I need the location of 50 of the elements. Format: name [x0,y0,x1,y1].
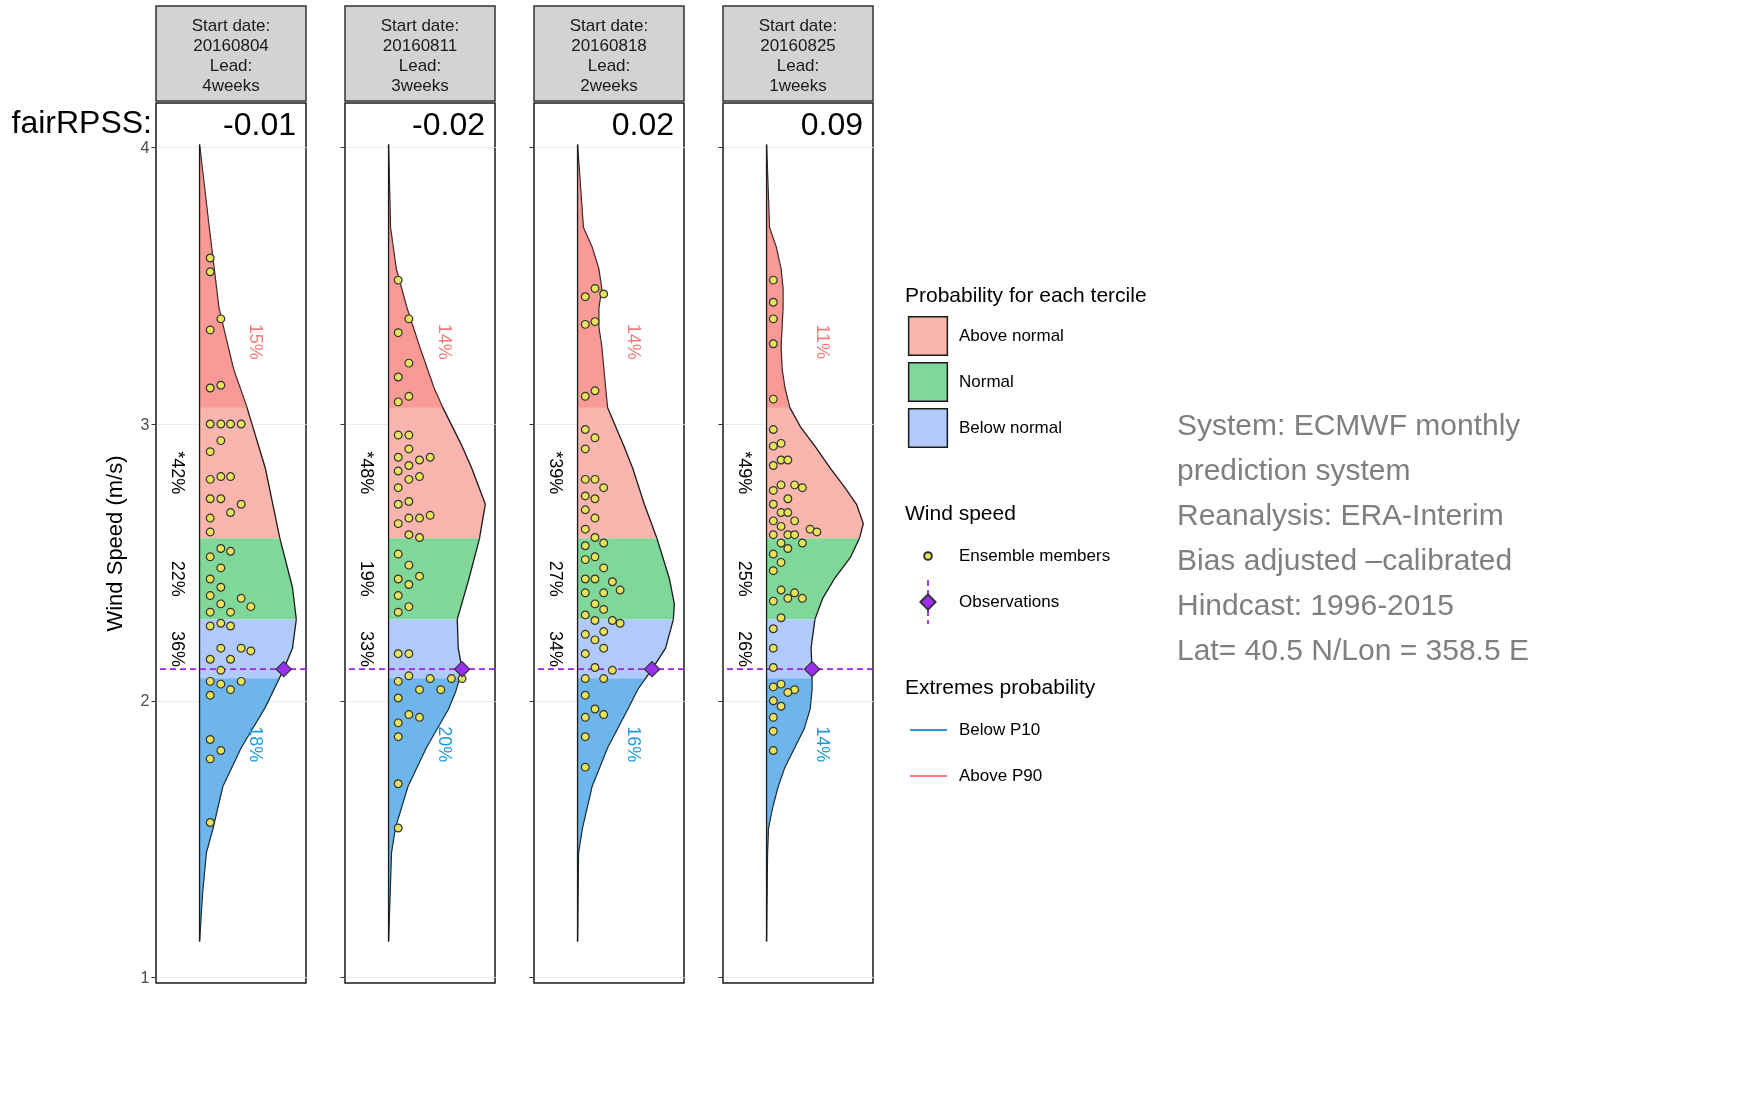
chart-title: Start date: 20160804 Lead: 4weeks [191,15,271,95]
text: 34% [546,630,566,667]
text: 33% [357,630,377,667]
chart-title: Start date: 20160818 Lead: 2weeks [569,15,649,95]
chart-subtitle: 0.09 [800,106,863,142]
legend-label: Above normal [959,326,1064,345]
annotation: 14% [624,323,644,360]
text: System: ECMWF monthly [1177,408,1521,441]
y-tick-label: 3 [140,415,150,433]
annotation: 11% [813,324,833,360]
legend-label: Below P10 [959,720,1041,739]
legend-label: Normal [959,372,1014,391]
chart-title: Start date: 20160825 Lead: 1weeks [758,15,838,95]
text: 22% [168,560,188,597]
text: *49% [735,451,755,495]
annotation: 15% [246,323,266,360]
text: Wind speed [905,501,1016,524]
chart-subtitle: -0.01 [223,106,296,142]
text: *39% [546,451,566,495]
legend-label: Below normal [959,418,1062,437]
annotation: 18% [246,726,266,763]
annotation: 16% [624,726,644,763]
text: 27% [546,560,566,597]
text: Reanalysis: ERA-Interim [1177,498,1504,531]
annotation: 14% [813,726,833,763]
text: 25% [735,560,755,597]
y-axis-title: Wind Speed (m/s) [101,455,127,632]
text: Bias adjusted –calibrated [1177,543,1513,576]
text: 36% [168,630,188,667]
text: *42% [168,451,188,495]
legend-label: Observations [959,592,1060,611]
chart-subtitle: 0.02 [611,106,674,142]
legend-title: Probability for each tercile [905,283,1147,306]
chart-title: Start date: 20160811 Lead: 3weeks [380,15,460,95]
legend-label: Ensemble members [959,546,1111,565]
annotation: 20% [435,726,455,763]
annotation: 14% [435,323,455,360]
text: prediction system [1177,453,1411,486]
text: 26% [735,630,755,667]
text: 19% [357,560,377,597]
y-tick-label: 4 [140,138,150,156]
y-tick-label: 2 [140,692,150,710]
text: Lat= 40.5 N/Lon = 358.5 E [1177,633,1529,666]
legend-label: Above P90 [959,766,1043,785]
text: fairRPSS: [11,104,152,140]
y-tick-label: 1 [140,968,150,986]
text: Hindcast: 1996-2015 [1177,588,1454,621]
chart-subtitle: -0.02 [412,106,485,142]
text: *48% [357,451,377,495]
text: Extremes probability [905,675,1096,698]
